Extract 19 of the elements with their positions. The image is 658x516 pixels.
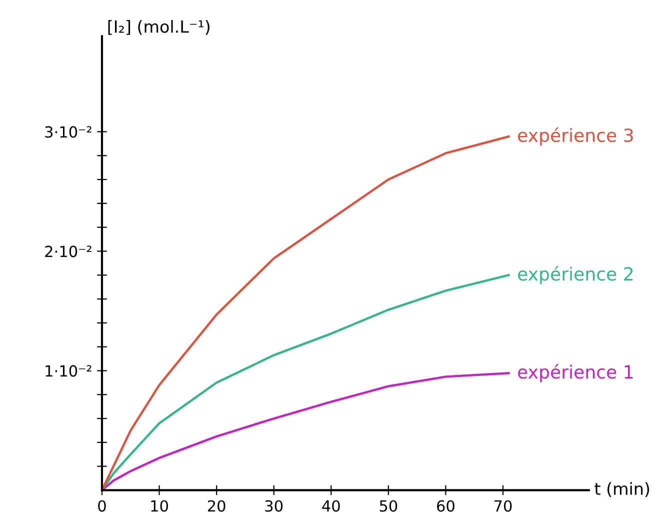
series-label: expérience 2	[518, 266, 633, 284]
x-axis-title: t (min)	[594, 482, 650, 497]
line-series	[102, 372, 510, 490]
series-label: expérience 1	[518, 364, 633, 382]
y-tick-label: 3·10⁻²	[45, 126, 92, 138]
x-tick-label: 70	[494, 500, 512, 512]
x-tick-label: 30	[265, 500, 283, 512]
x-tick-label: 60	[437, 500, 454, 512]
x-tick-label: 20	[208, 500, 226, 512]
y-axis-title: [I₂] (mol.L⁻¹)	[108, 20, 210, 35]
line-series	[102, 274, 510, 490]
line-series	[102, 135, 510, 490]
y-tick-label: 2·10⁻²	[45, 246, 92, 258]
x-tick-label: 50	[380, 500, 398, 512]
x-tick-label: 40	[322, 500, 340, 512]
y-tick-label: 1·10⁻²	[46, 365, 92, 377]
series-label: expérience 3	[518, 127, 633, 146]
x-tick-label: 0	[98, 500, 106, 512]
x-tick-label: 10	[151, 500, 168, 512]
